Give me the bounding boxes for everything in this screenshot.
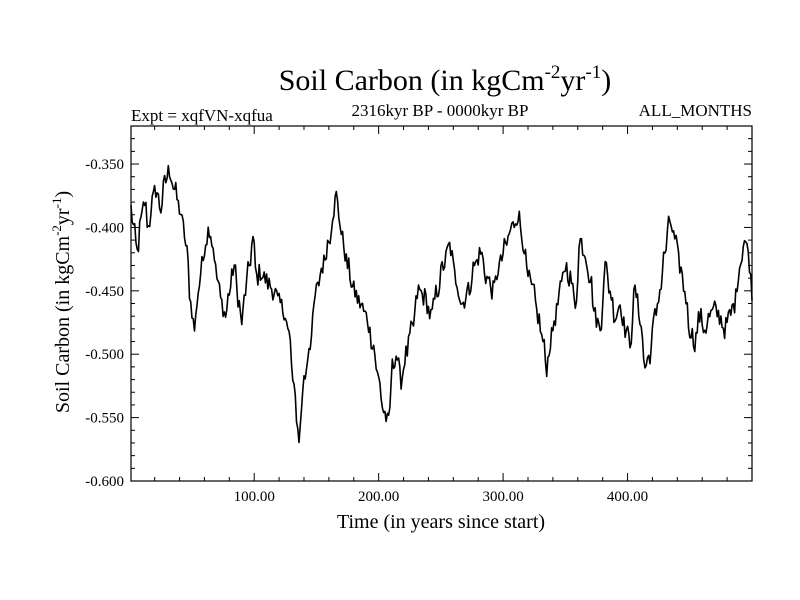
x-axis-label: Time (in years since start) [337,511,545,533]
plot-frame [130,125,753,482]
y-tick-label: -0.600 [85,474,124,490]
subtitle-period: 2316kyr BP - 0000kyr BP [352,101,529,120]
x-axis-ticks: 100.00 200.00 300.00 400.00 [154,126,753,505]
y-tick-label: -0.350 [85,157,124,173]
y-tick-label: -0.400 [85,220,124,236]
y-axis-label: Soil Carbon (in kgCm-2yr-1) [49,191,74,413]
subtitle-experiment: Expt = xqfVN-xqfua [131,106,273,125]
x-tick-label: 400.00 [607,489,648,505]
y-tick-label: -0.550 [85,411,124,427]
y-axis-ticks: -0.600 -0.550 -0.500 -0.450 -0.400 -0.350 [85,125,752,490]
x-tick-label: 200.00 [358,489,399,505]
y-tick-label: -0.450 [85,284,124,300]
x-tick-label: 300.00 [482,489,523,505]
x-tick-label: 100.00 [234,489,275,505]
chart-title: Soil Carbon (in kgCm-2yr-1) [279,62,612,97]
subtitle-months: ALL_MONTHS [639,101,752,120]
series-line-soil-carbon [130,164,753,444]
y-tick-label: -0.500 [85,347,124,363]
